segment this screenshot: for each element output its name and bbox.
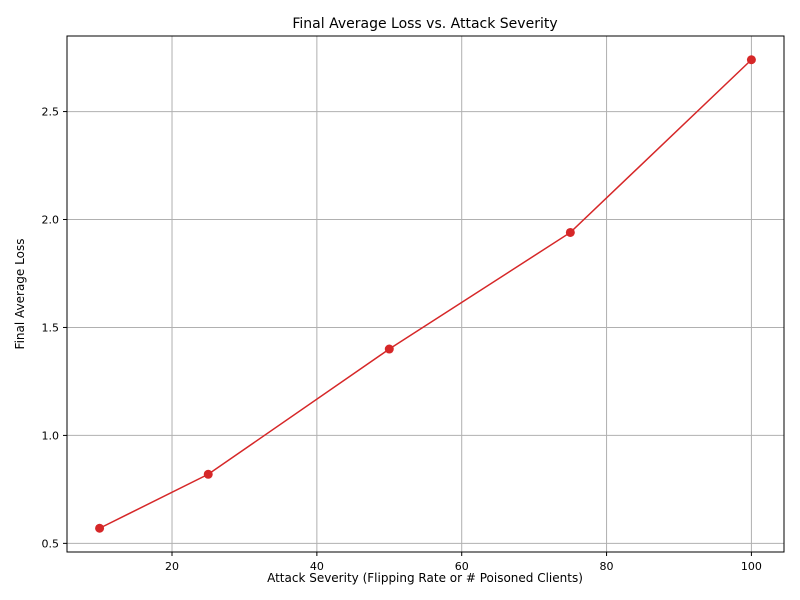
x-tick-label: 80	[600, 560, 614, 573]
y-tick-label: 1.5	[42, 321, 60, 334]
y-tick-label: 0.5	[42, 537, 60, 550]
data-point	[203, 469, 213, 479]
x-tick-label: 20	[165, 560, 179, 573]
y-tick-label: 2.5	[42, 106, 60, 119]
x-tick-label: 100	[741, 560, 762, 573]
x-tick-label: 40	[310, 560, 324, 573]
grid-lines	[67, 36, 784, 552]
chart-title: Final Average Loss vs. Attack Severity	[292, 16, 557, 32]
x-axis-ticks: 20 40 60 80 100	[165, 552, 762, 573]
x-tick-label: 60	[455, 560, 469, 573]
y-axis-ticks: 0.5 1.0 1.5 2.0 2.5	[42, 106, 67, 550]
y-axis-label: Final Average Loss	[13, 239, 27, 350]
y-tick-label: 2.0	[42, 214, 60, 227]
data-point	[565, 227, 575, 237]
data-point	[384, 344, 394, 354]
data-point	[746, 55, 756, 65]
data-point	[95, 523, 105, 533]
y-tick-label: 1.0	[42, 429, 60, 442]
plot-area-frame	[66, 35, 785, 553]
data-series	[95, 55, 756, 533]
x-axis-label: Attack Severity (Flipping Rate or # Pois…	[267, 571, 583, 585]
